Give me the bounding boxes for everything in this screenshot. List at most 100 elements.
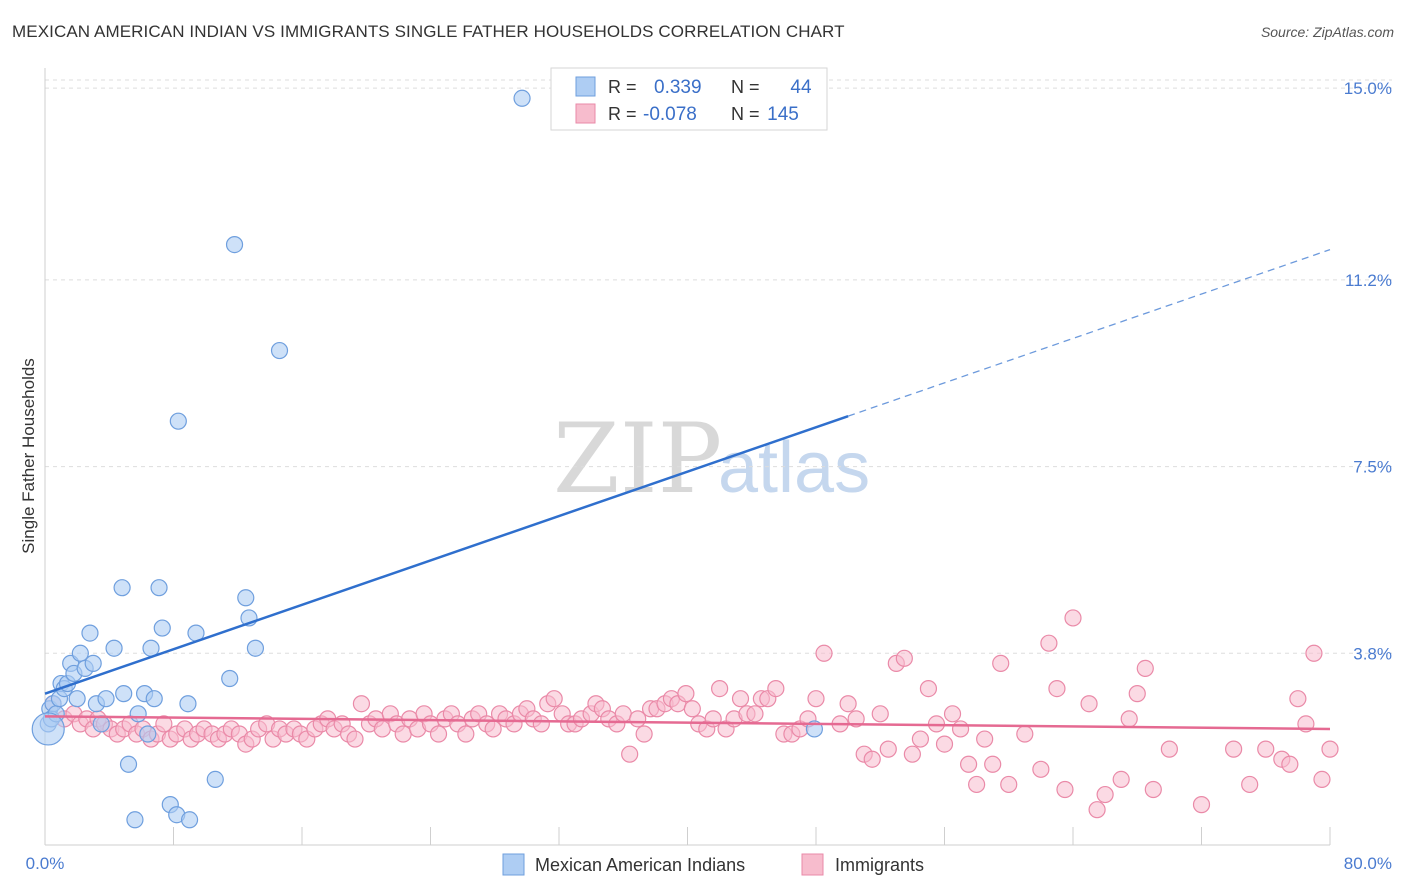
legend-r-value-1: 0.339	[654, 77, 702, 98]
mexican-american-indians-point-34	[179, 695, 197, 713]
immigrants-point-141	[1088, 801, 1106, 819]
immigrants-point-142	[1096, 785, 1114, 804]
mexican-american-indians-point-14	[81, 624, 99, 642]
immigrants-point-138	[1056, 780, 1074, 799]
correlation-legend: R = 0.339 N = 44 R = -0.078 N = 145	[550, 67, 828, 131]
immigrants-point-127	[951, 720, 970, 738]
watermark-atlas: atlas	[718, 428, 870, 508]
mexican-american-indians-point-12	[71, 644, 89, 662]
immigrants-point-51	[394, 725, 412, 743]
watermark-zip: ZIP	[553, 403, 722, 515]
immigrants-point-134	[1016, 725, 1034, 743]
immigrants-point-122	[911, 730, 930, 748]
legend-n-value-2: 145	[767, 104, 799, 125]
y-tick-label-3: 15.0%	[1344, 79, 1392, 98]
mexican-american-indians-point-29	[150, 579, 168, 597]
series-swatch-blue	[502, 853, 525, 876]
mexican-american-indians-point-17	[92, 715, 110, 733]
immigrants-point-97	[711, 679, 729, 698]
mexican-american-indians-point-15	[84, 654, 102, 672]
immigrants-point-45	[352, 695, 371, 713]
immigrants-point-116	[863, 750, 881, 768]
y-tick-label-0: 3.8%	[1353, 644, 1392, 663]
immigrants-point-110	[807, 690, 825, 708]
immigrants-point-136	[1040, 634, 1058, 652]
immigrants-point-130	[976, 730, 994, 748]
immigrants-point-132	[992, 654, 1010, 672]
immigrants-point-117	[871, 705, 889, 723]
tick-labels: 3.8% 7.5% 11.2% 15.0% 0.0% 80.0%	[26, 79, 1392, 873]
x-tick-label-1: 80.0%	[1344, 854, 1392, 873]
immigrants-point-60	[457, 725, 475, 743]
immigrants-point-147	[1144, 780, 1162, 799]
immigrants-trend	[44, 715, 1331, 731]
immigrants-point-146	[1136, 659, 1154, 678]
immigrants-point-139	[1064, 609, 1082, 627]
immigrants-point-150	[1225, 740, 1243, 758]
immigrants-points	[44, 609, 1339, 819]
mexican-american-indians-point-23	[126, 811, 144, 829]
mexican-american-indians-points	[31, 89, 823, 829]
immigrants-point-86	[635, 725, 653, 743]
chart-source: Source: ZipAtlas.com	[1260, 24, 1394, 40]
immigrants-point-73	[545, 690, 563, 708]
immigrants-point-84	[621, 745, 639, 763]
legend-n-label-1: N =	[731, 77, 760, 97]
mexican-american-indians-point-20	[113, 579, 131, 597]
legend-r-value-2: -0.078	[643, 104, 697, 125]
legend-swatch-blue	[575, 76, 596, 97]
y-axis-label: Single Father Households	[19, 358, 38, 554]
immigrants-point-102	[746, 705, 764, 723]
immigrants-point-159	[1321, 740, 1339, 758]
mexican-american-indians-point-33	[169, 412, 187, 430]
mexican-american-indians-point-39	[225, 235, 244, 254]
mexican-american-indians-point-18	[97, 690, 115, 708]
immigrants-point-120	[895, 649, 913, 667]
legend-r-label-2: R =	[608, 104, 637, 124]
gridlines	[45, 79, 1392, 654]
mexican-american-indians-point-21	[115, 685, 133, 703]
immigrants-point-126	[943, 705, 962, 723]
mexican-american-indians-trend-dashed	[847, 249, 1331, 417]
immigrants-point-105	[767, 679, 785, 698]
legend-n-label-2: N =	[731, 104, 760, 124]
legend-r-label-1: R =	[608, 77, 637, 97]
immigrants-point-111	[815, 644, 833, 662]
immigrants-point-113	[839, 695, 857, 713]
series-label-immigrants: Immigrants	[835, 855, 924, 875]
immigrants-point-92	[677, 685, 695, 703]
immigrants-point-128	[959, 755, 978, 773]
immigrants-point-93	[683, 700, 701, 718]
mexican-american-indians-point-28	[145, 690, 163, 708]
mexican-american-indians-point-44	[513, 89, 531, 107]
mexican-american-indians-point-40	[237, 589, 255, 607]
x-tick-label-0: 0.0%	[26, 854, 65, 873]
legend-swatch-pink	[575, 103, 596, 124]
immigrants-point-114	[847, 710, 865, 728]
immigrants-point-129	[968, 775, 986, 794]
immigrants-point-123	[919, 679, 938, 698]
series-legend: Mexican American Indians Immigrants	[502, 853, 924, 876]
immigrants-point-100	[731, 690, 750, 708]
immigrants-point-131	[984, 755, 1002, 773]
immigrants-point-83	[614, 705, 632, 723]
mexican-american-indians-point-37	[206, 770, 224, 789]
immigrants-point-133	[1000, 775, 1018, 794]
immigrants-point-154	[1281, 755, 1299, 773]
y-tick-label-2: 11.2%	[1345, 271, 1392, 290]
immigrants-point-145	[1128, 685, 1146, 703]
series-label-mexican-american-indians: Mexican American Indians	[535, 855, 745, 875]
mexican-american-indians-point-24	[129, 705, 147, 723]
chart-title: MEXICAN AMERICAN INDIAN VS IMMIGRANTS SI…	[12, 22, 845, 41]
immigrants-point-44	[346, 730, 364, 748]
immigrants-point-56	[429, 725, 448, 743]
immigrants-point-158	[1313, 770, 1331, 789]
immigrants-point-71	[532, 715, 550, 733]
mexican-american-indians-point-43	[270, 341, 289, 360]
immigrants-point-144	[1120, 710, 1138, 728]
mexican-american-indians-point-42	[246, 639, 265, 657]
immigrants-point-152	[1257, 740, 1275, 758]
immigrants-point-140	[1080, 695, 1098, 713]
legend-box	[550, 67, 828, 131]
